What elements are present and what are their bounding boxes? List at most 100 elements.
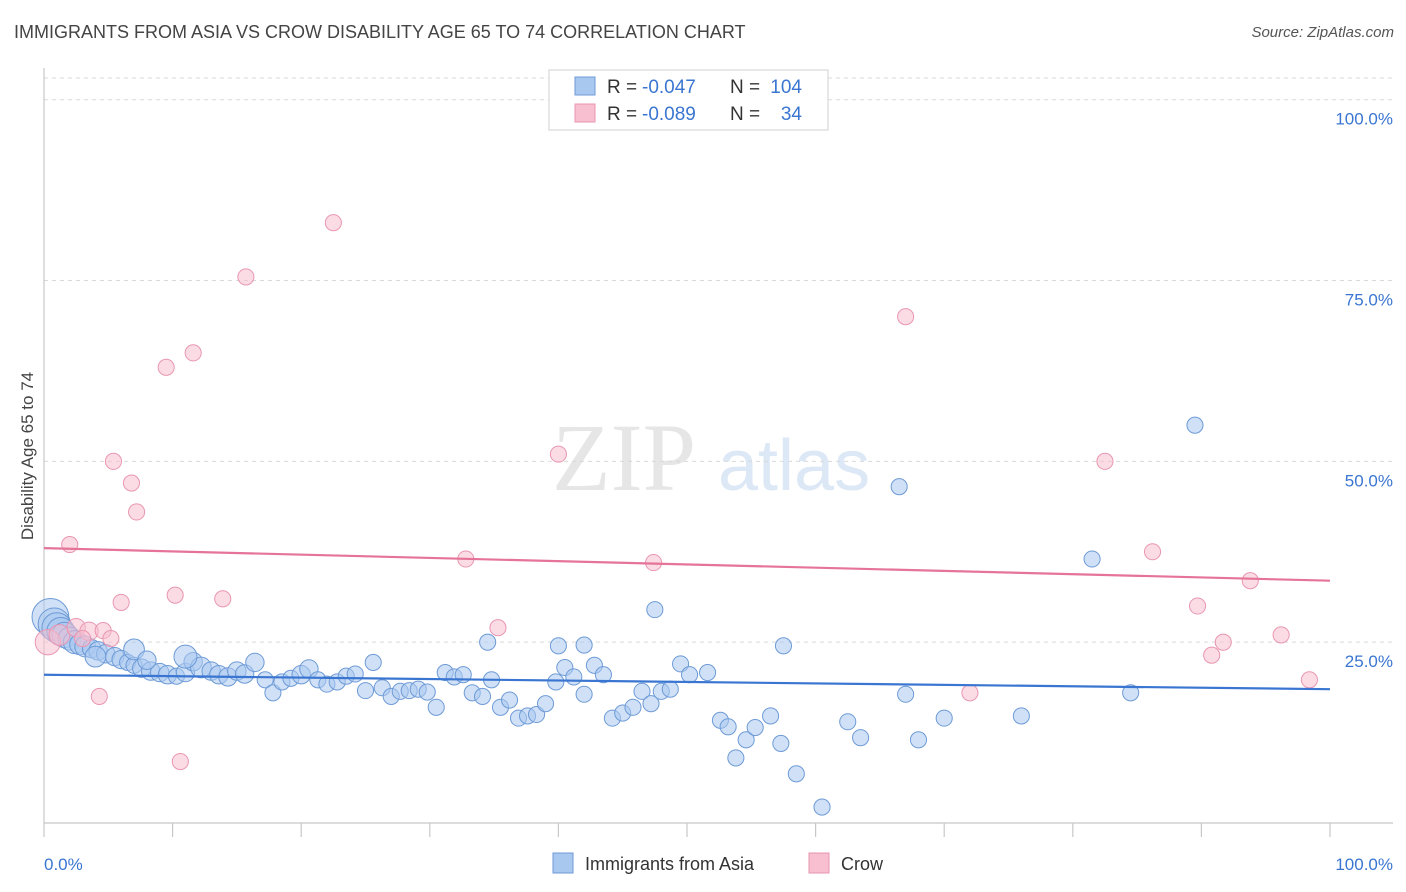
asia-point-79 [719, 718, 737, 736]
crow-point-33 [74, 630, 92, 648]
bottom-legend: Immigrants from Asia Crow [552, 852, 884, 874]
asia-point-88 [852, 729, 870, 747]
legend-n-label-1: N = [730, 77, 760, 98]
crow-point-14 [171, 752, 189, 771]
legend-n-value-2: 34 [781, 104, 803, 125]
crow-point-10 [122, 474, 140, 492]
x-tick-label-min: 0.0% [44, 855, 83, 874]
asia-point-97 [646, 601, 664, 619]
asia-point-91 [909, 731, 928, 749]
asia-point-29 [245, 652, 265, 673]
asia-point-49 [427, 698, 445, 716]
bottom-legend-swatch-blue[interactable] [552, 852, 574, 874]
asia-point-101 [575, 636, 593, 654]
asia-point-104 [137, 650, 157, 670]
asia-point-30 [256, 671, 274, 689]
bottom-legend-swatch-pink[interactable] [808, 852, 830, 874]
asia-point-84 [772, 734, 790, 752]
crow-point-6 [90, 687, 108, 705]
crow-point-12 [157, 358, 175, 376]
asia-point-93 [1012, 707, 1030, 725]
y-tick-label-1: 50.0% [1345, 471, 1393, 490]
asia-point-95 [1186, 416, 1204, 434]
asia-point-102 [173, 644, 198, 669]
asia-point-64 [565, 668, 583, 686]
crow-point-20 [489, 619, 507, 637]
crow-point-25 [1096, 452, 1114, 470]
crow-point-5 [61, 535, 79, 554]
asia-point-70 [624, 698, 642, 716]
legend-swatch-pink [574, 103, 596, 123]
asia-point-57 [500, 691, 519, 709]
asia-point-94 [1122, 684, 1140, 702]
legend-r-value-2: -0.089 [642, 104, 696, 125]
asia-point-92 [935, 709, 953, 727]
crow-point-21 [549, 445, 567, 463]
asia-point-76 [681, 666, 699, 684]
y-tick-label-0: 25.0% [1345, 652, 1393, 671]
asia-point-74 [661, 680, 679, 698]
crow-point-15 [184, 344, 202, 362]
legend-r-label-2: R = [607, 104, 637, 125]
asia-point-71 [633, 682, 651, 700]
crow-point-8 [104, 452, 122, 470]
asia-point-42 [364, 653, 382, 671]
y-tick-label-3: 100.0% [1335, 110, 1393, 129]
crow-point-16 [214, 590, 232, 608]
legend-r-label-1: R = [607, 77, 637, 98]
asia-trend-line [43, 673, 1331, 691]
chart-title: IMMIGRANTS FROM ASIA VS CROW DISABILITY … [14, 22, 746, 42]
crow-point-31 [1272, 626, 1290, 644]
y-tick-label-2: 75.0% [1345, 291, 1393, 310]
bottom-legend-label-pink[interactable]: Crow [841, 854, 884, 874]
legend-swatch-blue [574, 76, 596, 96]
crow-point-30 [1241, 572, 1259, 590]
asia-point-40 [346, 665, 364, 683]
asia-point-48 [418, 683, 436, 701]
grid-lines [44, 77, 1393, 643]
legend-r-value-1: -0.047 [642, 77, 696, 98]
crow-point-27 [1188, 597, 1207, 615]
asia-point-67 [594, 666, 612, 684]
legend-n-label-2: N = [730, 104, 760, 125]
x-tick-label-max: 100.0% [1335, 855, 1393, 874]
crow-point-29 [1214, 633, 1232, 651]
crow-point-13 [166, 586, 184, 604]
asia-point-61 [536, 695, 555, 713]
asia-point-90 [897, 685, 915, 703]
trend-lines [43, 547, 1331, 691]
watermark-zip: ZIP [552, 404, 696, 511]
crow-point-9 [112, 593, 130, 611]
y-axis-label: Disability Age 65 to 74 [18, 372, 37, 540]
legend-n-value-1: 104 [770, 77, 802, 98]
asia-point-85 [787, 765, 805, 783]
asia-point-96 [1083, 550, 1101, 568]
bottom-legend-label-blue[interactable]: Immigrants from Asia [585, 854, 755, 874]
asia-point-87 [839, 713, 857, 731]
asia-point-82 [746, 718, 764, 737]
axes [43, 68, 1393, 837]
legend-box: R = -0.047 N = 104 R = -0.089 N = 34 [548, 69, 829, 131]
crow-point-28 [1203, 646, 1221, 664]
watermark-atlas: atlas [718, 426, 870, 506]
crow-point-32 [1300, 671, 1318, 689]
crow-point-11 [128, 503, 146, 521]
asia-point-62 [547, 673, 565, 691]
source-label[interactable]: Source: ZipAtlas.com [1251, 24, 1394, 41]
asia-point-99 [479, 633, 497, 651]
asia-point-80 [727, 749, 745, 767]
asia-point-86 [813, 798, 831, 816]
asia-point-100 [774, 637, 793, 655]
asia-point-77 [699, 664, 717, 682]
asia-point-89 [890, 478, 908, 496]
asia-point-105 [84, 645, 107, 668]
crow-point-23 [897, 308, 915, 326]
y-tick-labels: 25.0% 50.0% 75.0% 100.0% [1335, 110, 1393, 671]
crow-point-17 [237, 268, 255, 286]
data-points [31, 214, 1318, 816]
asia-point-98 [549, 637, 567, 655]
crow-point-7 [102, 630, 120, 648]
asia-point-65 [575, 685, 593, 703]
crow-point-18 [324, 214, 342, 232]
